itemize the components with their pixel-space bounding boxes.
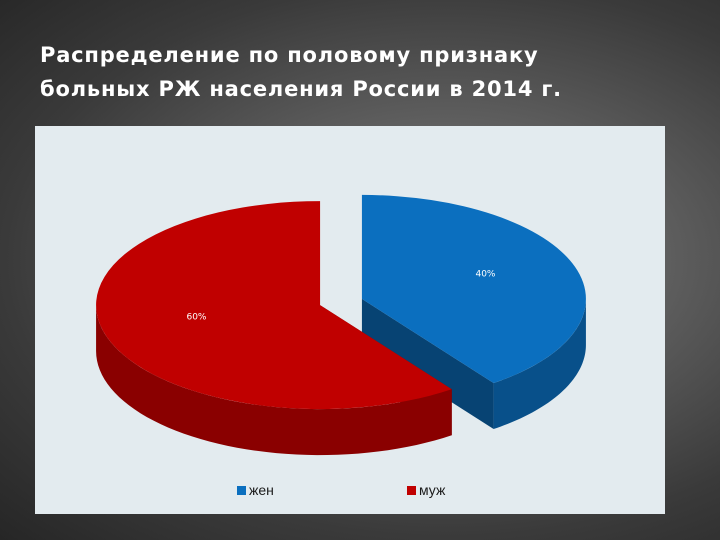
pie-chart: 40% 60% bbox=[96, 194, 586, 456]
pie-slice-zhen-side bbox=[493, 298, 586, 430]
slide-title: Распределение по половому признаку больн… bbox=[40, 38, 680, 106]
pie-slice-muzh-side bbox=[96, 305, 452, 456]
data-label-muzh: 60% bbox=[186, 313, 206, 323]
legend-entry-zhen: жен bbox=[237, 482, 274, 498]
legend-swatch-muzh bbox=[407, 485, 416, 495]
pie-slice-muzh: 60% bbox=[96, 201, 452, 456]
legend-label-zhen: жен bbox=[249, 482, 274, 498]
pie-slice-muzh-top bbox=[96, 201, 452, 410]
slide-title-line-2: больных РЖ населения России в 2014 г. bbox=[40, 77, 562, 101]
legend-label-muzh: муж bbox=[419, 482, 446, 498]
legend-swatch-zhen bbox=[237, 485, 246, 495]
slide-title-line-1: Распределение по половому признаку bbox=[40, 43, 539, 67]
legend-entry-muzh: муж bbox=[407, 482, 445, 498]
pie-slice-zhen-wall-2 bbox=[361, 298, 494, 430]
chart-legend: жен муж bbox=[35, 482, 665, 502]
chart-panel: 40% 60% жен муж bbox=[35, 126, 665, 514]
pie-slice-zhen: 40% bbox=[361, 194, 586, 430]
pie-slice-zhen-top bbox=[361, 194, 586, 384]
data-label-zhen: 40% bbox=[475, 269, 495, 279]
